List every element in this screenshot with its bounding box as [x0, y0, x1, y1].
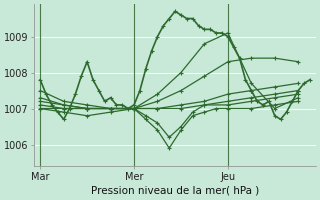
X-axis label: Pression niveau de la mer( hPa ): Pression niveau de la mer( hPa ) — [91, 186, 259, 196]
